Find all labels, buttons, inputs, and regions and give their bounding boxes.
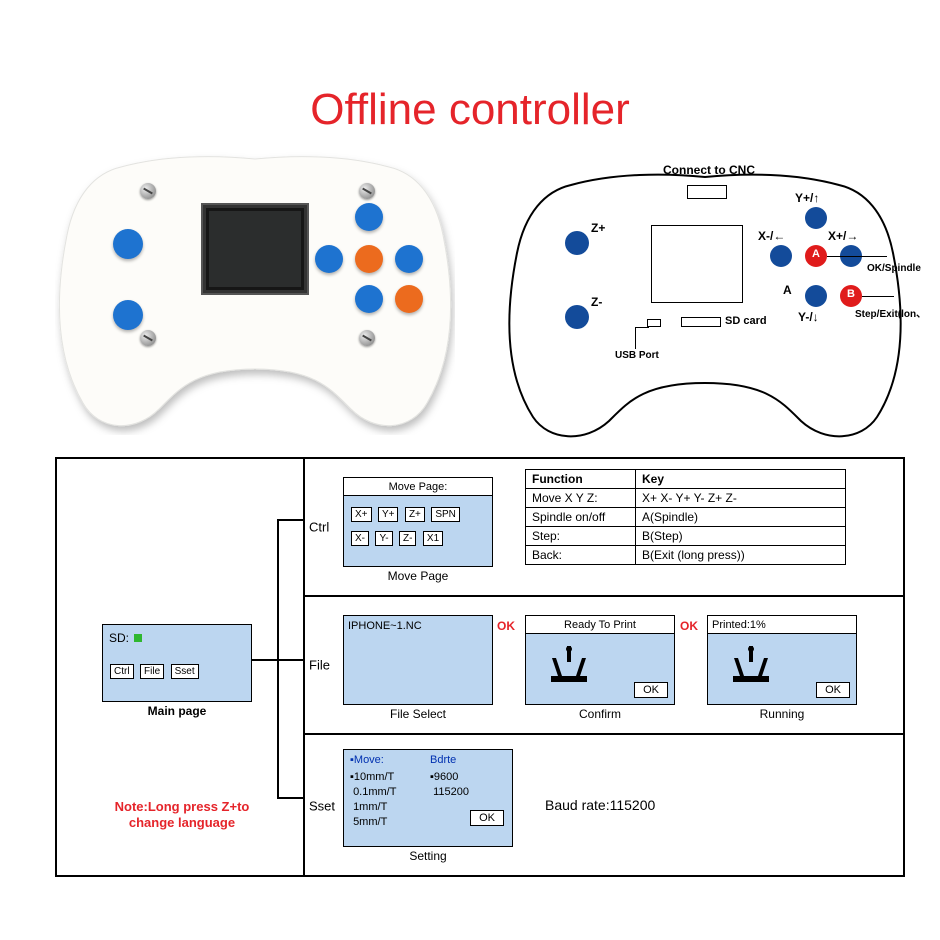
controller-photo bbox=[55, 145, 455, 435]
flow-row-sset: Sset ▪Move: Bdrte ▪10mm/T 0.1mm/T 1mm/T … bbox=[305, 735, 903, 877]
sd-label: SD: bbox=[109, 631, 129, 645]
flow-left-col: SD: Ctrl File Sset Main page Note:Long p… bbox=[57, 459, 305, 875]
set-move-hdr: Move: bbox=[354, 754, 384, 766]
flow-row-ctrl: Ctrl Move Page: X+ Y+ Z+ SPN X- Y- Z- X1… bbox=[305, 459, 903, 597]
main-btn-file[interactable]: File bbox=[140, 664, 164, 679]
confirm-ok[interactable]: OK bbox=[634, 682, 668, 698]
label-z-plus: Z+ bbox=[591, 221, 605, 235]
screen-setting: ▪Move: Bdrte ▪10mm/T 0.1mm/T 1mm/T 5mm/T… bbox=[343, 749, 513, 847]
move-spn[interactable]: SPN bbox=[431, 507, 460, 522]
label-y-minus: Y-/↓ bbox=[798, 310, 819, 324]
screw bbox=[140, 183, 156, 199]
label-b-on-btn: B bbox=[847, 288, 855, 300]
caption-running: Running bbox=[708, 707, 856, 721]
screw bbox=[359, 330, 375, 346]
running-title: Printed:1% bbox=[708, 616, 856, 634]
screw bbox=[140, 330, 156, 346]
setting-ok[interactable]: OK bbox=[470, 810, 504, 826]
label-ok-spindle: OK/Spindle bbox=[867, 263, 921, 274]
move-x1[interactable]: X1 bbox=[423, 531, 443, 546]
button-b[interactable] bbox=[395, 285, 423, 313]
callout-line bbox=[635, 327, 636, 349]
callout-line bbox=[827, 256, 887, 257]
caption-file-select: File Select bbox=[344, 707, 492, 721]
label-usb: USB Port bbox=[615, 350, 659, 361]
screw bbox=[359, 183, 375, 199]
label-connect-cnc: Connect to CNC bbox=[663, 163, 755, 177]
confirm-title: Ready To Print bbox=[526, 616, 674, 634]
row-tag-sset: Sset bbox=[309, 799, 335, 814]
label-a: A bbox=[783, 283, 792, 297]
callout-line bbox=[862, 296, 894, 297]
screen-file-select: IPHONE~1.NC File Select bbox=[343, 615, 493, 705]
baud-label: Baud rate:115200 bbox=[545, 797, 655, 813]
caption-main: Main page bbox=[103, 704, 251, 718]
main-btn-ctrl[interactable]: Ctrl bbox=[110, 664, 134, 679]
page-title: Offline controller bbox=[0, 85, 940, 135]
row-tag-file: File bbox=[309, 658, 330, 673]
label-x-minus: X-/← bbox=[758, 229, 785, 243]
ok-arrow-1: OK bbox=[497, 619, 515, 633]
printer-icon bbox=[728, 646, 774, 686]
connector-line bbox=[277, 519, 305, 521]
button-a[interactable] bbox=[355, 245, 383, 273]
label-step-exit: Step/Exit(lon、 bbox=[855, 305, 926, 320]
button-z-minus[interactable] bbox=[113, 300, 143, 330]
flow-row-file: File IPHONE~1.NC File Select OK Ready To… bbox=[305, 597, 903, 735]
diag-y-plus bbox=[805, 207, 827, 229]
diag-y-minus bbox=[805, 285, 827, 307]
sd-indicator-icon bbox=[134, 634, 142, 642]
move-x-plus[interactable]: X+ bbox=[351, 507, 372, 522]
move-y-plus[interactable]: Y+ bbox=[378, 507, 399, 522]
note-text: Note:Long press Z+to change language bbox=[77, 799, 287, 830]
label-z-minus: Z- bbox=[591, 295, 602, 309]
row-tag-ctrl: Ctrl bbox=[309, 520, 329, 535]
ok-arrow-2: OK bbox=[680, 619, 698, 633]
usb-port bbox=[647, 319, 661, 327]
function-table: FunctionKey Move X Y Z:X+ X- Y+ Y- Z+ Z-… bbox=[525, 469, 846, 565]
screen-main: SD: Ctrl File Sset Main page bbox=[102, 624, 252, 702]
callout-line bbox=[635, 327, 649, 328]
flow-diagram: SD: Ctrl File Sset Main page Note:Long p… bbox=[55, 457, 905, 877]
move-title: Move Page: bbox=[344, 478, 492, 496]
label-a-on-btn: A bbox=[812, 248, 820, 260]
lcd-screen bbox=[201, 203, 309, 295]
cnc-port bbox=[687, 185, 727, 199]
move-z-plus[interactable]: Z+ bbox=[405, 507, 425, 522]
move-y-minus[interactable]: Y- bbox=[375, 531, 392, 546]
move-z-minus[interactable]: Z- bbox=[399, 531, 416, 546]
connector-line bbox=[277, 797, 305, 799]
screen-confirm: Ready To Print OK Confirm bbox=[525, 615, 675, 705]
label-y-plus: Y+/↑ bbox=[795, 191, 819, 205]
printer-icon bbox=[546, 646, 592, 686]
file-name: IPHONE~1.NC bbox=[348, 620, 422, 632]
diag-screen bbox=[651, 225, 743, 303]
controller-diagram: Connect to CNC Z+ Z- Y+/↑ X-/← A X+/→ A … bbox=[505, 145, 905, 440]
button-z-plus[interactable] bbox=[113, 229, 143, 259]
move-x-minus[interactable]: X- bbox=[351, 531, 369, 546]
screen-move: Move Page: X+ Y+ Z+ SPN X- Y- Z- X1 Move… bbox=[343, 477, 493, 567]
caption-setting: Setting bbox=[344, 849, 512, 863]
main-btn-sset[interactable]: Sset bbox=[171, 664, 199, 679]
connector-line bbox=[277, 519, 279, 799]
diag-z-minus-dot bbox=[565, 305, 589, 329]
button-y-plus[interactable] bbox=[355, 203, 383, 231]
diag-z-plus-dot bbox=[565, 231, 589, 255]
running-ok[interactable]: OK bbox=[816, 682, 850, 698]
sd-slot bbox=[681, 317, 721, 327]
diag-x-minus bbox=[770, 245, 792, 267]
caption-confirm: Confirm bbox=[526, 707, 674, 721]
button-x-plus[interactable] bbox=[395, 245, 423, 273]
label-x-plus: X+/→ bbox=[828, 229, 858, 243]
set-bdrte-hdr: Bdrte bbox=[430, 754, 456, 766]
button-x-minus[interactable] bbox=[315, 245, 343, 273]
button-y-minus[interactable] bbox=[355, 285, 383, 313]
label-sd: SD card bbox=[725, 315, 767, 327]
screen-running: Printed:1% OK Running bbox=[707, 615, 857, 705]
caption-move: Move Page bbox=[344, 569, 492, 583]
